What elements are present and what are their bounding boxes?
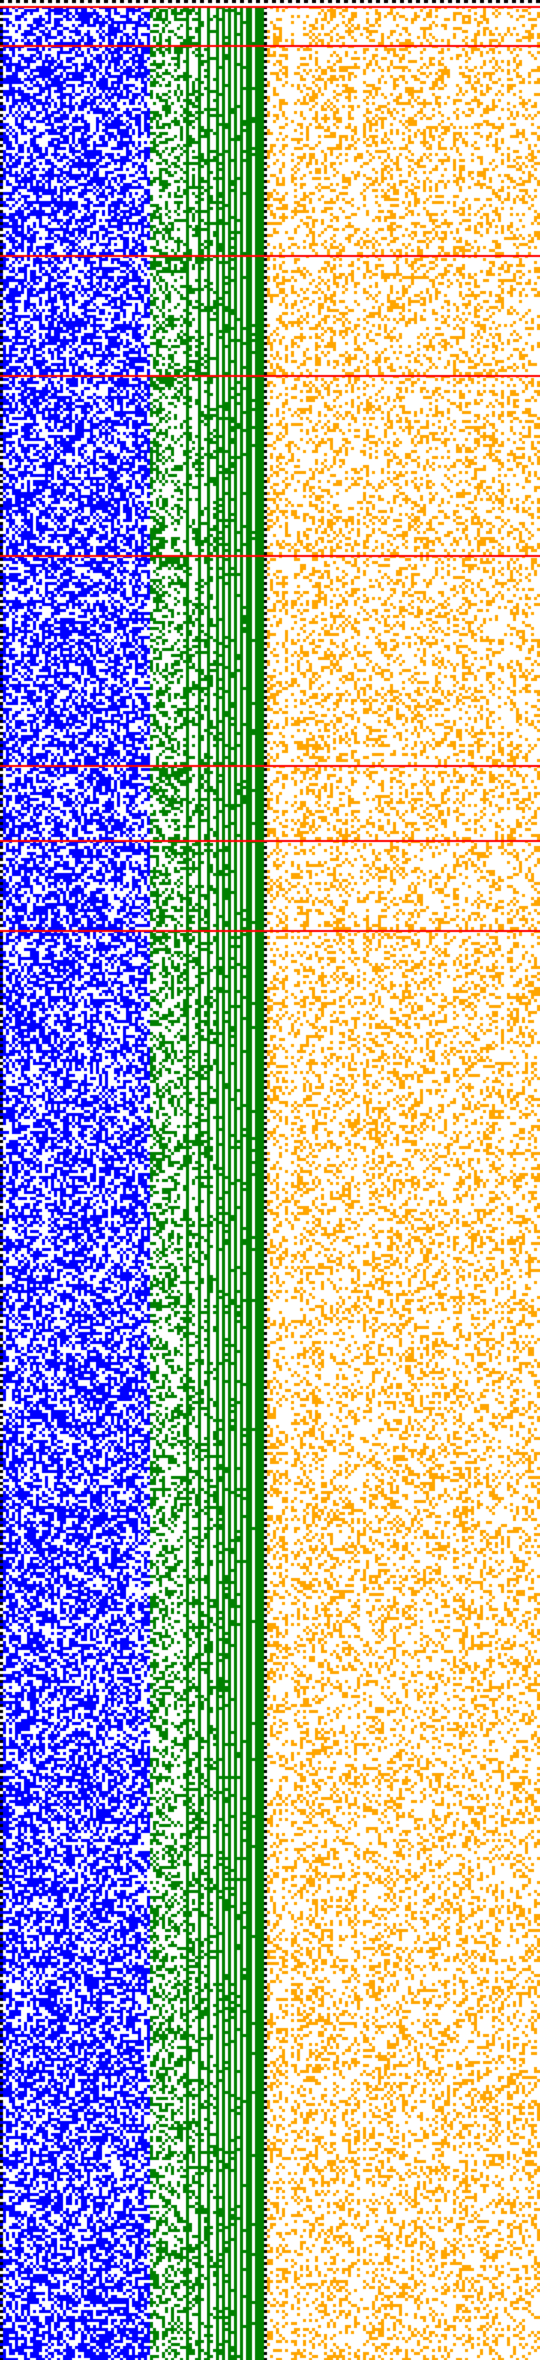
occupancy-heatmap — [0, 0, 540, 2360]
heatmap-canvas — [0, 0, 540, 2360]
